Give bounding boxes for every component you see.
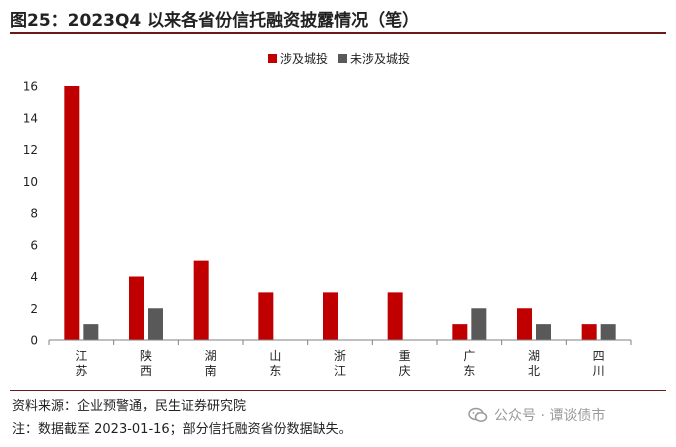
bar [193,260,209,340]
x-tick-label: 广东 [463,349,475,378]
bar [387,292,403,340]
source-note: 资料来源：企业预警通，民生证券研究院 [12,399,247,414]
y-tick-label: 16 [23,80,38,94]
legend-label: 未涉及城投 [350,51,410,66]
x-tick-label: 四川 [593,349,605,378]
x-tick-label: 湖南 [205,348,217,378]
wechat-icon [468,407,488,422]
legend-label: 涉及城投 [280,51,328,66]
y-tick-label: 4 [30,270,38,284]
y-tick-label: 12 [23,143,38,157]
y-tick-label: 6 [30,238,38,252]
watermark: 公众号 · 谭谈债市 [468,405,605,425]
y-tick-label: 14 [23,111,38,125]
bar [581,324,597,340]
x-tick-label: 江苏 [75,349,87,378]
bar-chart: 涉及城投 未涉及城投 0 2 4 6 8 10 12 14 16 江苏 陕西 湖南 山东 浙江 重庆 广东 湖北… [23,51,632,378]
bar-series [64,86,616,340]
bar [471,308,487,340]
bar [64,86,80,340]
chart-legend: 涉及城投 未涉及城投 [268,51,410,66]
watermark-text: 公众号 · 谭谈债市 [494,408,606,424]
y-axis: 0 2 4 6 8 10 12 14 16 [23,80,38,348]
x-tick-label: 陕西 [140,348,152,378]
x-axis: 江苏 陕西 湖南 山东 浙江 重庆 广东 湖北 四川 [48,339,632,378]
bar [600,324,616,340]
bar [536,324,551,340]
bar [452,324,468,340]
bar [517,308,532,340]
bar [129,276,144,340]
legend-swatch [268,54,277,63]
x-tick-label: 山东 [269,349,281,378]
y-tick-label: 10 [23,175,38,189]
bar [83,324,99,340]
x-tick-label: 浙江 [334,349,346,378]
y-tick-label: 2 [30,302,38,316]
y-tick-label: 0 [30,334,38,348]
y-tick-label: 8 [30,207,38,221]
footer-rule [10,390,666,391]
figure-title: 图25：2023Q4 以来各省份信托融资披露情况（笔） [10,11,420,31]
bar [258,292,274,340]
title-rule [10,32,666,34]
bar [148,308,163,340]
x-tick-label: 湖北 [528,348,540,378]
x-tick-label: 重庆 [399,349,411,378]
data-note: 注：数据截至 2023-01-16；部分信托融资省份数据缺失。 [12,422,352,437]
legend-swatch [338,54,347,63]
bar [323,292,338,340]
